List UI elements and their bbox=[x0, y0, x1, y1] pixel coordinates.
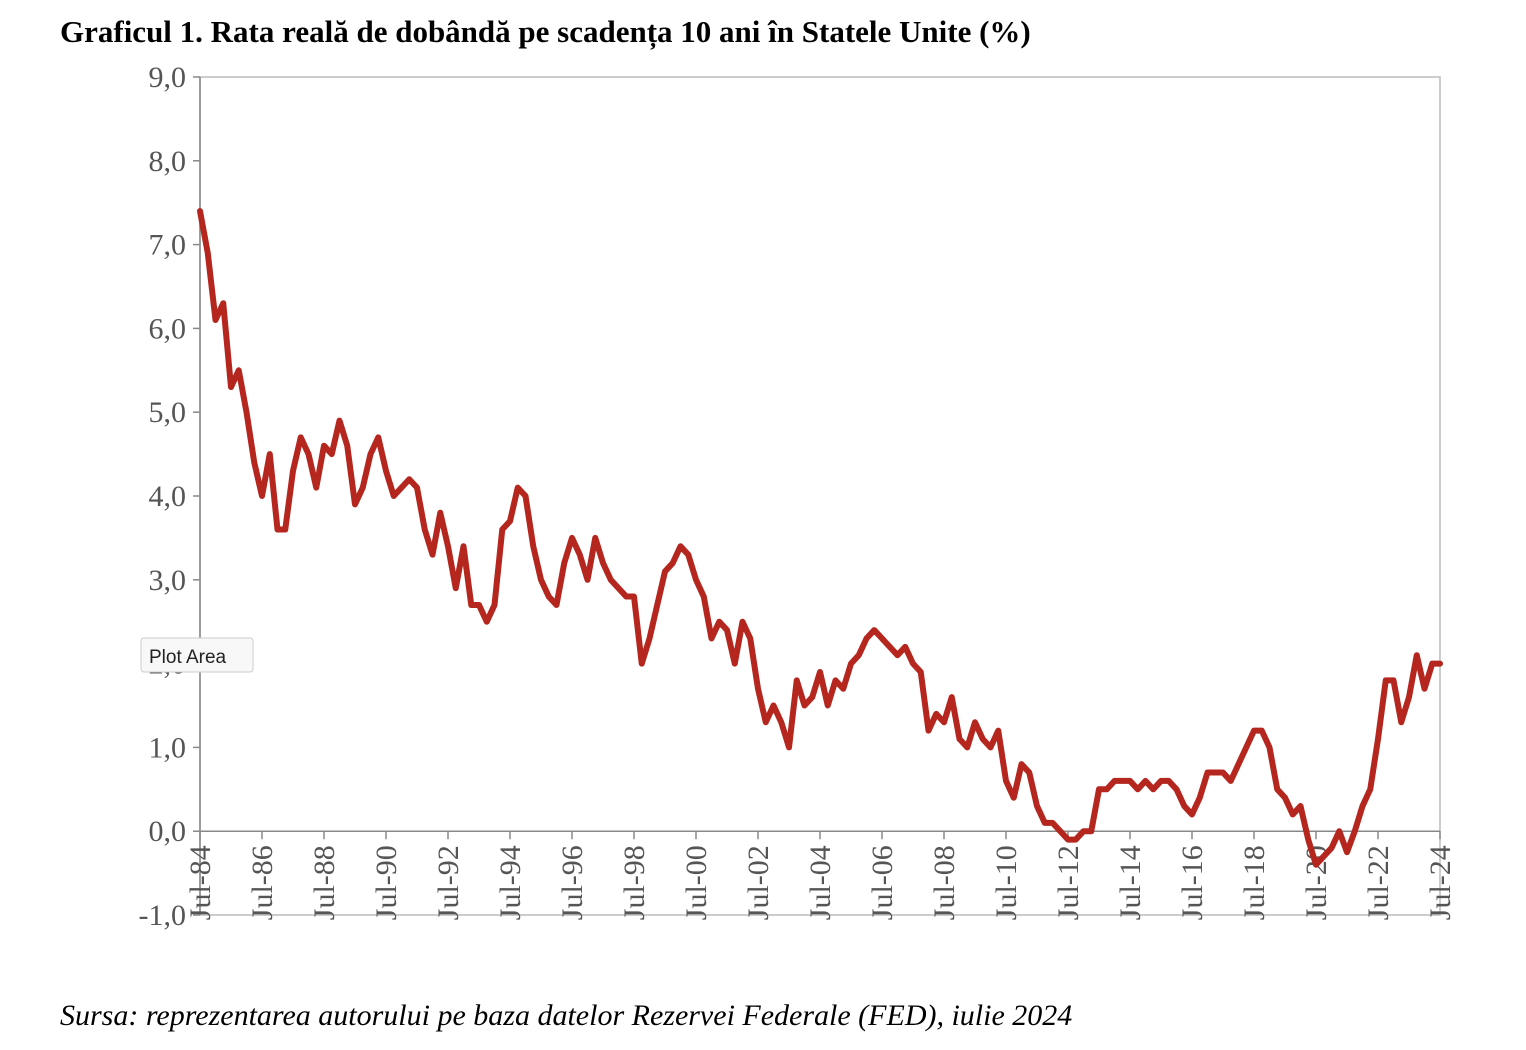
x-tick-label: Jul-94 bbox=[494, 845, 527, 920]
tooltip-box bbox=[140, 637, 254, 673]
y-tick-label: 3,0 bbox=[149, 564, 187, 597]
source-note: Sursa: reprezentarea autorului pe baza d… bbox=[60, 999, 1072, 1032]
x-tick-label: Jul-08 bbox=[928, 845, 961, 920]
y-tick-label: -1,0 bbox=[139, 899, 187, 932]
data-line bbox=[197, 208, 1443, 868]
x-tick-label: Jul-96 bbox=[556, 845, 589, 920]
y-tick-label: 6,0 bbox=[149, 312, 187, 345]
y-tick-label: 1,0 bbox=[149, 731, 187, 764]
x-tick-label: Jul-12 bbox=[1052, 845, 1085, 920]
x-tick-label: Jul-16 bbox=[1176, 845, 1209, 920]
x-tick-label: Jul-86 bbox=[246, 845, 279, 920]
x-tick-label: Jul-14 bbox=[1114, 845, 1147, 920]
y-tick-label: 8,0 bbox=[149, 145, 187, 178]
y-tick-label: 5,0 bbox=[149, 396, 187, 429]
x-tick-label: Jul-84 bbox=[184, 845, 217, 920]
x-tick-label: Jul-06 bbox=[866, 845, 899, 920]
x-tick-label: Jul-04 bbox=[804, 845, 837, 920]
x-tick-label: Jul-24 bbox=[1424, 845, 1457, 920]
tooltip-text: Plot Area bbox=[149, 647, 227, 668]
x-tick-label: Jul-92 bbox=[432, 845, 465, 920]
x-tick-label: Jul-88 bbox=[308, 845, 341, 920]
y-tick-label: 4,0 bbox=[149, 480, 187, 513]
y-tick-label: 7,0 bbox=[149, 229, 187, 262]
tooltip: Plot Area bbox=[140, 637, 254, 673]
x-tick-label: Jul-22 bbox=[1362, 845, 1395, 920]
x-tick-label: Jul-02 bbox=[742, 845, 775, 920]
chart-title: Graficul 1. Rata reală de dobândă pe sca… bbox=[60, 14, 1031, 50]
y-tick-label: 0,0 bbox=[149, 815, 187, 848]
x-tick-label: Jul-10 bbox=[990, 845, 1023, 920]
plot-area bbox=[199, 76, 1441, 916]
x-tick-label: Jul-98 bbox=[618, 845, 651, 920]
x-tick-label: Jul-18 bbox=[1238, 845, 1271, 920]
y-tick-label: 9,0 bbox=[149, 61, 187, 94]
x-tick-label: Jul-00 bbox=[680, 845, 713, 920]
x-tick-label: Jul-90 bbox=[370, 845, 403, 920]
